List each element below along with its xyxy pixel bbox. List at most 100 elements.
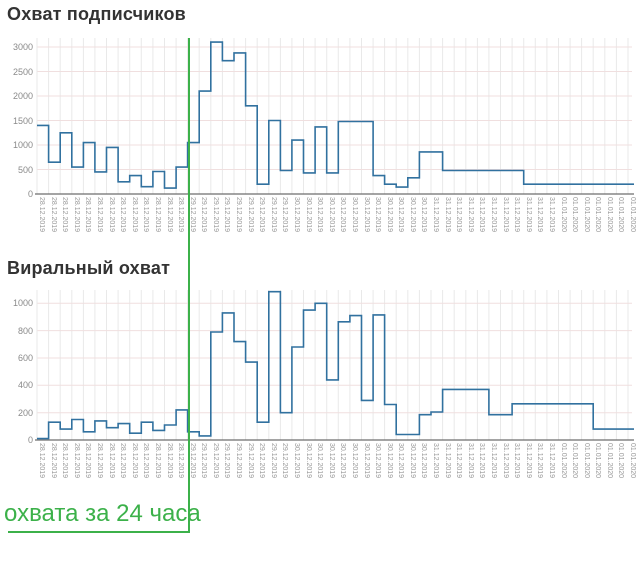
x-tick-label: 29.12.2019 xyxy=(281,197,289,233)
x-tick-label: 01.01.2020 xyxy=(617,443,625,479)
x-tick-label: 29.12.2019 xyxy=(235,443,242,479)
x-tick-label: 31.12.2019 xyxy=(489,197,497,233)
x-tick-label: 30.12.2019 xyxy=(316,197,324,233)
x-tick-label: 30.12.2019 xyxy=(374,443,382,479)
x-tick-label: 28.12.2019 xyxy=(165,197,173,233)
annotation-connector-line xyxy=(8,531,190,533)
x-tick-label: 31.12.2019 xyxy=(478,197,486,233)
x-tick-label: 30.12.2019 xyxy=(362,443,370,479)
x-tick-label: 28.12.2019 xyxy=(153,443,161,479)
y-tick-label: 500 xyxy=(17,164,33,175)
y-tick-label: 200 xyxy=(17,407,33,418)
y-tick-label: 0 xyxy=(27,189,33,199)
x-tick-label: 28.12.2019 xyxy=(107,197,115,233)
x-tick-label: 28.12.2019 xyxy=(38,443,45,479)
x-tick-label: 01.01.2020 xyxy=(605,197,613,233)
x-tick-label: 01.01.2020 xyxy=(594,197,602,233)
x-tick-label: 31.12.2019 xyxy=(432,197,439,233)
x-tick-label: 01.01.2020 xyxy=(594,443,602,479)
x-tick-label: 28.12.2019 xyxy=(119,197,127,233)
x-tick-label: 29.12.2019 xyxy=(211,197,219,233)
x-tick-label: 30.12.2019 xyxy=(304,197,312,233)
x-tick-label: 28.12.2019 xyxy=(84,443,92,479)
x-tick-label: 28.12.2019 xyxy=(142,443,150,479)
x-tick-label: 28.12.2019 xyxy=(49,197,57,233)
x-tick-label: 29.12.2019 xyxy=(223,443,231,479)
x-tick-label: 01.01.2020 xyxy=(559,443,567,479)
x-tick-label: 28.12.2019 xyxy=(49,443,57,479)
y-tick-label: 600 xyxy=(17,352,33,363)
series-line xyxy=(37,290,634,440)
x-tick-label: 01.01.2020 xyxy=(629,197,636,233)
x-tick-label: 29.12.2019 xyxy=(281,443,289,479)
y-tick-label: 2500 xyxy=(12,66,33,77)
x-tick-label: 31.12.2019 xyxy=(536,443,544,479)
y-tick-label: 800 xyxy=(17,325,33,336)
x-tick-label: 30.12.2019 xyxy=(385,197,393,233)
x-tick-label: 28.12.2019 xyxy=(72,197,80,233)
x-tick-label: 31.12.2019 xyxy=(547,197,555,233)
x-tick-label: 30.12.2019 xyxy=(339,443,347,479)
x-tick-label: 28.12.2019 xyxy=(95,443,103,479)
x-tick-label: 28.12.2019 xyxy=(177,197,185,233)
x-tick-label: 29.12.2019 xyxy=(235,197,242,233)
x-tick-label: 01.01.2020 xyxy=(571,443,579,479)
x-tick-label: 28.12.2019 xyxy=(130,197,138,233)
x-tick-label: 30.12.2019 xyxy=(385,443,393,479)
x-tick-label: 29.12.2019 xyxy=(246,197,254,233)
x-tick-label: 31.12.2019 xyxy=(501,197,509,233)
x-tick-label: 29.12.2019 xyxy=(269,443,277,479)
x-tick-label: 30.12.2019 xyxy=(304,443,312,479)
y-tick-label: 0 xyxy=(27,435,33,445)
x-tick-label: 30.12.2019 xyxy=(292,197,300,233)
x-tick-label: 31.12.2019 xyxy=(443,443,451,479)
subscriber-reach-title: Охват подписчиков xyxy=(7,4,186,24)
x-tick-label: 31.12.2019 xyxy=(443,197,451,233)
x-tick-label: 01.01.2020 xyxy=(582,443,590,479)
x-tick-label: 30.12.2019 xyxy=(327,197,335,233)
x-tick-label: 28.12.2019 xyxy=(95,197,103,233)
x-tick-label: 28.12.2019 xyxy=(130,443,138,479)
x-tick-label: 28.12.2019 xyxy=(84,197,92,233)
x-tick-label: 29.12.2019 xyxy=(269,197,277,233)
x-tick-label: 01.01.2020 xyxy=(629,443,636,479)
y-tick-label: 2000 xyxy=(12,91,33,101)
x-tick-label: 29.12.2019 xyxy=(200,443,208,479)
x-tick-label: 29.12.2019 xyxy=(258,197,266,233)
x-tick-label: 31.12.2019 xyxy=(466,443,474,479)
x-tick-label: 31.12.2019 xyxy=(536,197,544,233)
x-tick-label: 31.12.2019 xyxy=(513,197,521,233)
x-tick-label: 28.12.2019 xyxy=(142,197,150,233)
viral-reach-title: Виральный охват xyxy=(7,258,171,278)
x-tick-label: 30.12.2019 xyxy=(350,197,358,233)
x-tick-label: 30.12.2019 xyxy=(420,197,428,233)
x-tick-label: 30.12.2019 xyxy=(362,197,370,233)
x-tick-label: 31.12.2019 xyxy=(547,443,555,479)
x-tick-label: 30.12.2019 xyxy=(339,197,347,233)
x-tick-label: 31.12.2019 xyxy=(478,443,486,479)
series-line xyxy=(37,41,634,189)
y-tick-label: 1500 xyxy=(12,115,33,126)
x-tick-label: 28.12.2019 xyxy=(119,443,127,479)
x-tick-label: 28.12.2019 xyxy=(61,197,69,233)
x-tick-label: 28.12.2019 xyxy=(61,443,69,479)
x-tick-label: 29.12.2019 xyxy=(211,443,219,479)
x-tick-label: 30.12.2019 xyxy=(420,443,428,479)
x-tick-label: 30.12.2019 xyxy=(292,443,300,479)
x-tick-label: 28.12.2019 xyxy=(165,443,173,479)
x-tick-label: 29.12.2019 xyxy=(246,443,254,479)
x-tick-label: 01.01.2020 xyxy=(605,443,613,479)
x-tick-label: 30.12.2019 xyxy=(408,443,416,479)
x-tick-label: 28.12.2019 xyxy=(153,197,161,233)
x-tick-label: 31.12.2019 xyxy=(489,443,497,479)
x-tick-label: 30.12.2019 xyxy=(397,197,405,233)
y-tick-label: 3000 xyxy=(12,42,33,52)
x-tick-label: 31.12.2019 xyxy=(455,443,463,479)
x-tick-label: 28.12.2019 xyxy=(38,197,45,233)
x-tick-label: 01.01.2020 xyxy=(559,197,567,233)
x-tick-label: 31.12.2019 xyxy=(455,197,463,233)
x-tick-label: 29.12.2019 xyxy=(200,197,208,233)
x-tick-label: 31.12.2019 xyxy=(466,197,474,233)
x-tick-label: 30.12.2019 xyxy=(374,197,382,233)
